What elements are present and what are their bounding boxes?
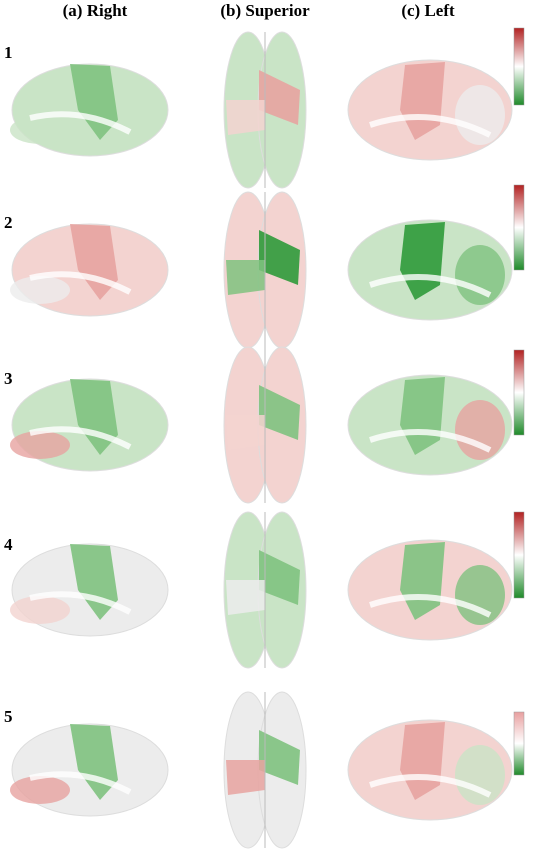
brain-region	[10, 276, 70, 304]
brain-region	[455, 85, 505, 145]
row-label: 2	[4, 213, 13, 232]
brain-region	[10, 116, 70, 144]
colorbar	[513, 711, 525, 776]
brain-region	[259, 730, 300, 785]
colorbar	[513, 349, 525, 436]
brain-region	[259, 230, 300, 285]
brain-region	[226, 580, 265, 615]
row-label: 5	[4, 707, 13, 726]
column-header: (b) Superior	[220, 1, 310, 20]
colorbar	[513, 27, 525, 106]
row-label: 4	[4, 535, 13, 554]
brain-region	[455, 400, 505, 460]
colorbar	[513, 511, 525, 599]
brain-region	[226, 760, 265, 795]
brain-region	[259, 550, 300, 605]
row-label: 3	[4, 369, 13, 388]
sulcus	[29, 271, 132, 295]
sulcus	[29, 771, 132, 795]
sulcus	[29, 591, 132, 615]
sulcus	[29, 426, 132, 450]
brain-region	[10, 776, 70, 804]
colorbar	[513, 184, 525, 271]
brain-region	[10, 596, 70, 624]
sulcus	[369, 274, 492, 298]
sulcus	[369, 429, 492, 453]
column-header: (a) Right	[63, 1, 128, 20]
brain-region	[226, 100, 265, 135]
row-label: 1	[4, 43, 13, 62]
brain-region	[455, 745, 505, 805]
brain-region	[455, 245, 505, 305]
brain-region	[259, 70, 300, 125]
sulcus	[29, 111, 132, 135]
brain-region	[10, 431, 70, 459]
sulcus	[369, 114, 492, 138]
brain-region	[259, 385, 300, 440]
brain-region	[226, 260, 265, 295]
sulcus	[369, 594, 492, 618]
sulcus	[369, 774, 492, 798]
column-header: (c) Left	[401, 1, 455, 20]
brain-region	[455, 565, 505, 625]
brain-region	[226, 415, 265, 450]
